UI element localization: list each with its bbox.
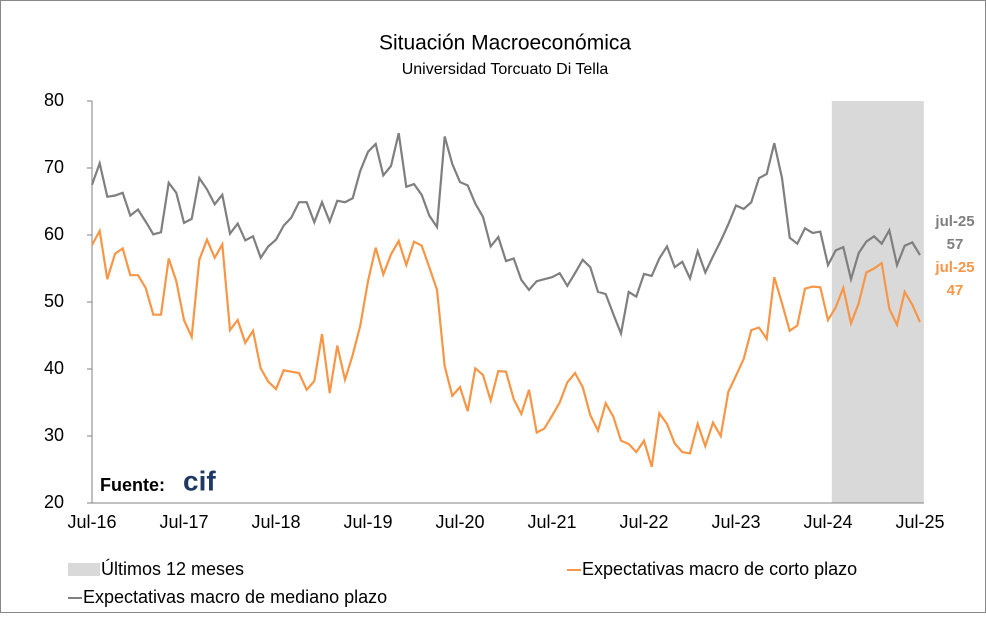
y-tick-label: 20 <box>44 492 64 512</box>
x-tick-label: Jul-16 <box>67 512 116 532</box>
value-label: 47 <box>947 282 964 299</box>
x-tick-label: Jul-22 <box>619 512 668 532</box>
y-tick-label: 80 <box>44 90 64 110</box>
y-tick-label: 30 <box>44 425 64 445</box>
x-tick-label: Jul-17 <box>159 512 208 532</box>
y-tick-label: 60 <box>44 224 64 244</box>
chart-title: Situación Macroeconómica <box>379 32 631 55</box>
y-tick-label: 70 <box>44 157 64 177</box>
x-tick-label: Jul-21 <box>527 512 576 532</box>
annotation: jul-25 <box>934 213 974 230</box>
plot: 20 30 40 50 60 70 80 Jul-16 Jul-17 Jul-18 Jul-19 Ju… <box>44 90 945 532</box>
source-label: Fuente: <box>100 475 165 495</box>
y-tick-label: 40 <box>44 358 64 378</box>
x-tick-label: Jul-20 <box>435 512 484 532</box>
y-tick-label: 50 <box>44 291 64 311</box>
x-tick-label: Jul-25 <box>895 512 944 532</box>
x-tick-label: Jul-19 <box>343 512 392 532</box>
legend-label: Expectativas macro de mediano plazo <box>83 587 387 607</box>
annotation: jul-25 <box>934 259 974 276</box>
x-tick-label: Jul-24 <box>803 512 852 532</box>
x-tick-label: Jul-18 <box>251 512 300 532</box>
chart-subtitle: Universidad Torcuato Di Tella <box>402 61 609 78</box>
x-tick-label: Jul-23 <box>711 512 760 532</box>
line <box>91 227 922 468</box>
value-label: 57 <box>947 236 964 253</box>
line <box>90 132 921 338</box>
legend-swatch <box>68 563 100 576</box>
legend-label: Expectativas macro de corto plazo <box>582 559 857 579</box>
source-logo: cif <box>183 465 216 496</box>
legend-label: Últimos 12 meses <box>101 558 244 579</box>
